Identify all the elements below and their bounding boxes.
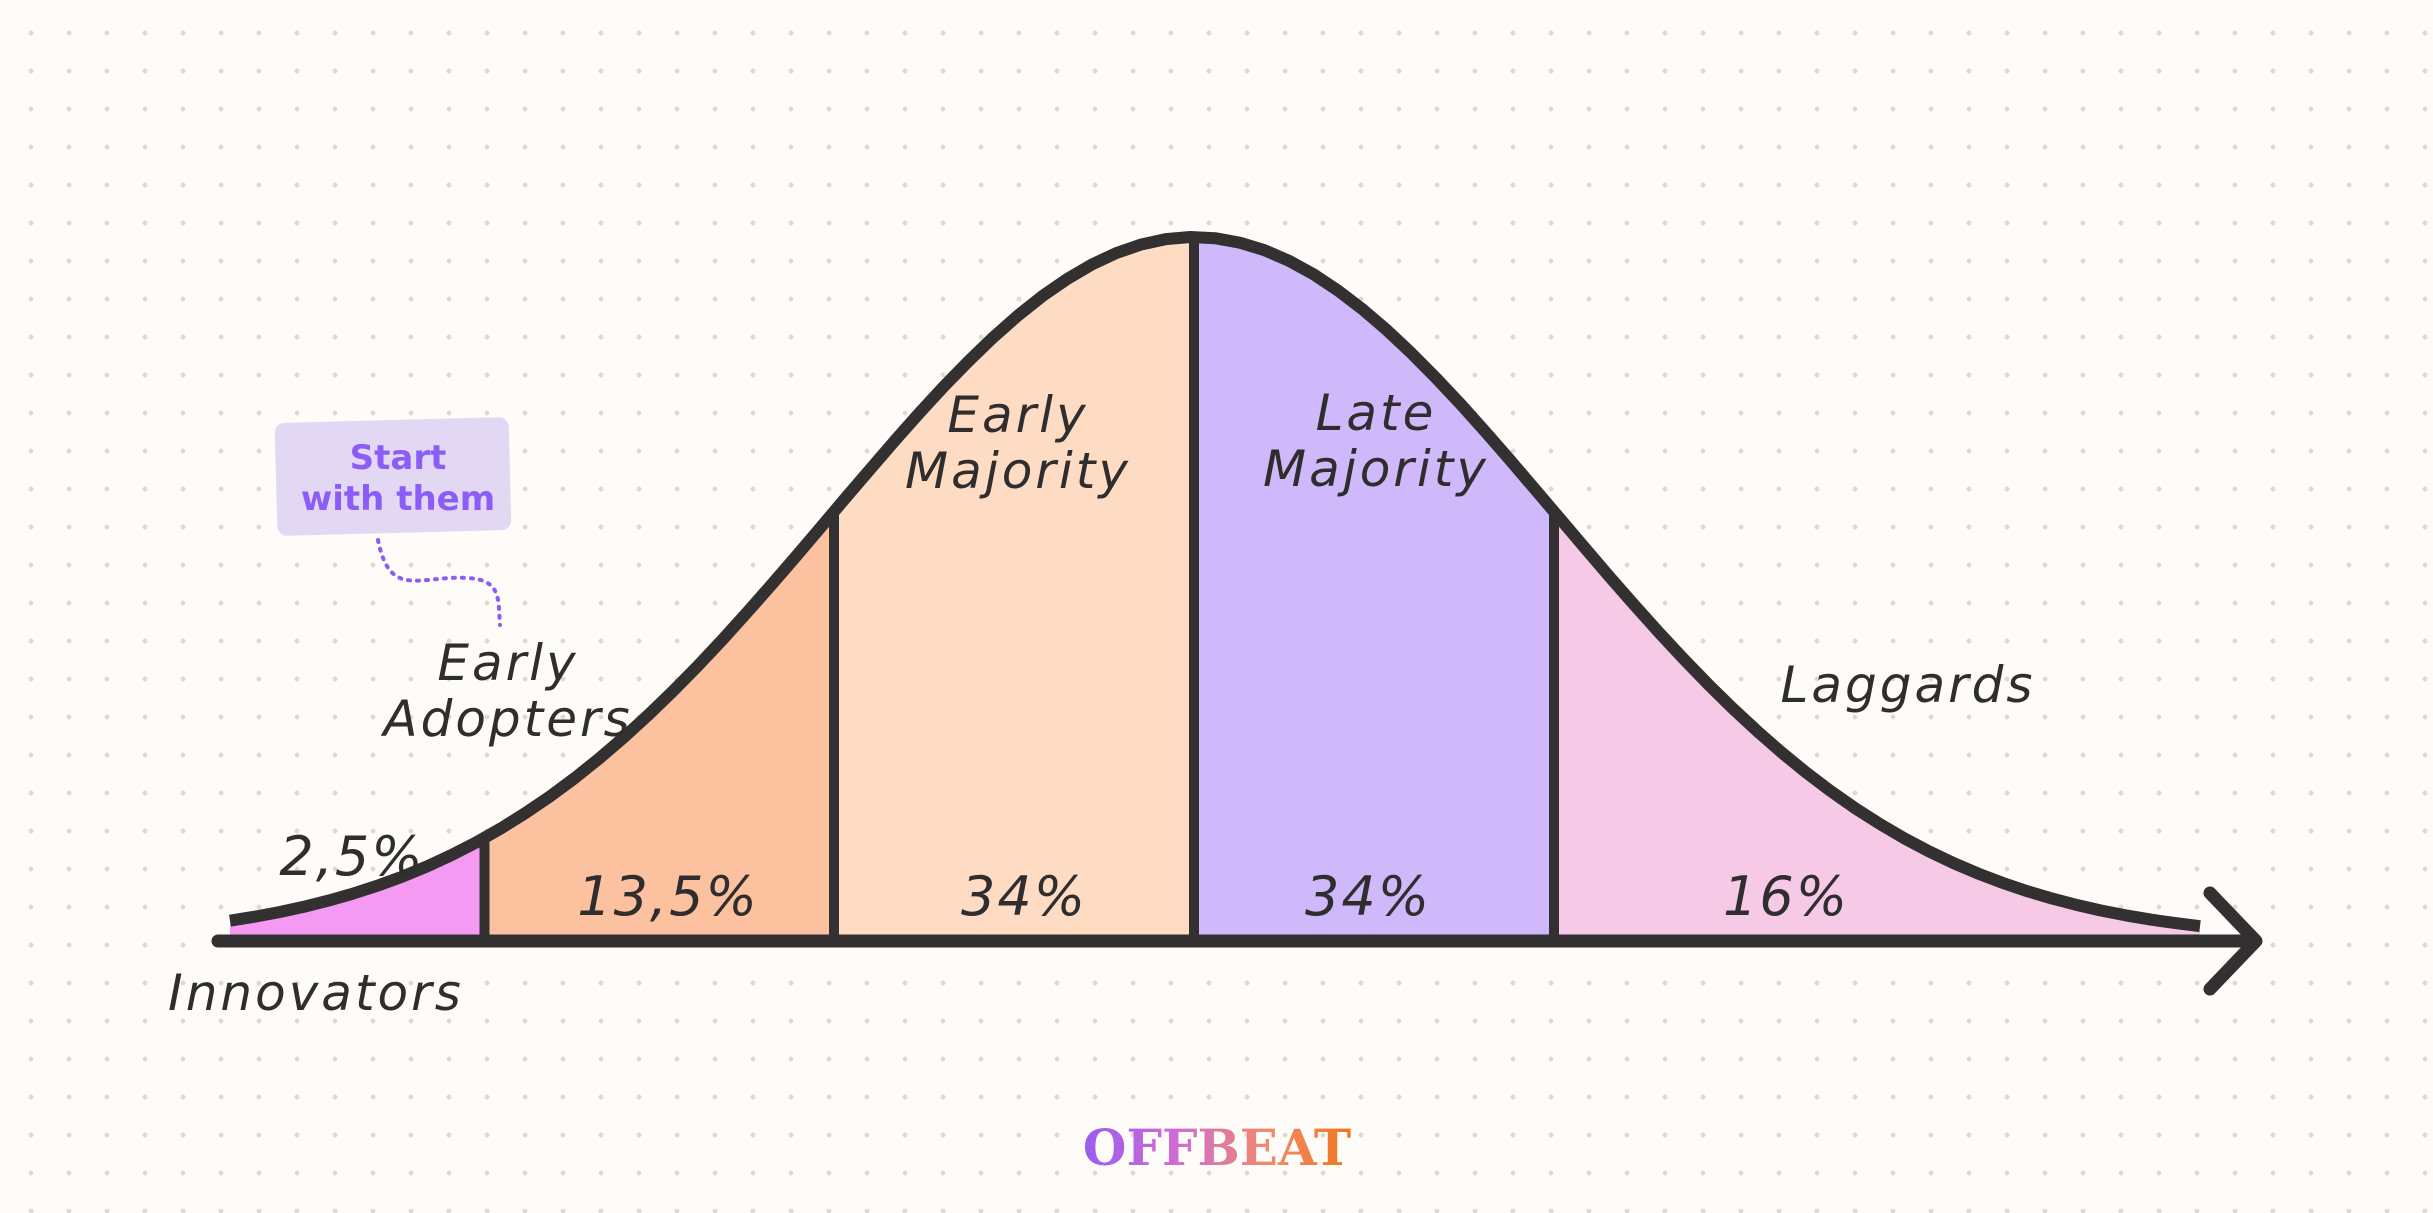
label-laggards: Laggards: [1781, 656, 2036, 714]
percent-innovators: 2,5%: [279, 825, 424, 888]
percent-late-majority: 34%: [1305, 865, 1431, 928]
label-early-adopters-line-1: Early: [437, 634, 578, 692]
percent-early-adopters: 13,5%: [577, 865, 759, 928]
percent-laggards: 16%: [1723, 865, 1849, 928]
label-innovators: Innovators: [168, 964, 464, 1022]
label-late-majority-line-2: Majority: [1263, 440, 1489, 498]
axis-arrow-icon: [2203, 886, 2263, 996]
label-early-majority-line-2: Majority: [905, 442, 1131, 500]
segment-fill-laggards: [1554, 511, 2200, 941]
annotation-connector: [376, 538, 502, 627]
horizontal-axis: [211, 886, 2263, 996]
segment-fill-early-majority: [834, 237, 1194, 941]
annotation-line-1: Start: [350, 438, 447, 478]
segment-fill-late-majority: [1194, 237, 1554, 941]
label-early-majority-line-1: Early: [947, 386, 1088, 444]
brand-logo: OFFBEAT: [1083, 1118, 1351, 1177]
annotation-line-2: with them: [301, 479, 495, 519]
segment-fill-innovators: [230, 837, 485, 941]
label-late-majority-line-1: Late: [1316, 384, 1437, 442]
label-early-adopters-line-2: Adopters: [380, 690, 632, 748]
segment-dividers: [479, 237, 1559, 941]
bell-curve: [229, 231, 2201, 933]
annotation-highlight: [274, 417, 512, 536]
percent-early-majority: 34%: [961, 865, 1087, 928]
annotation-note: Start with them: [274, 417, 512, 627]
